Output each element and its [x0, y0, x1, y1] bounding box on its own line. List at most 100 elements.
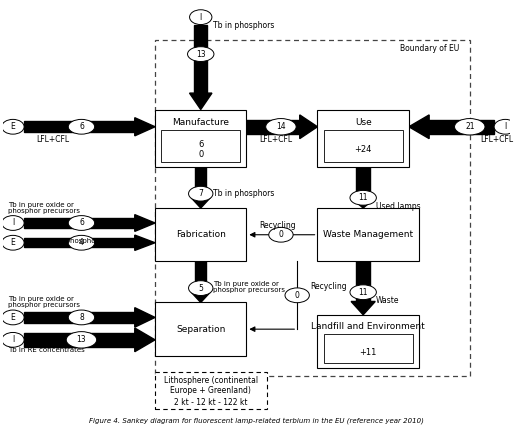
- Polygon shape: [135, 235, 155, 250]
- Ellipse shape: [455, 118, 485, 135]
- Text: Waste: Waste: [376, 296, 399, 305]
- Ellipse shape: [189, 10, 212, 25]
- Ellipse shape: [2, 119, 24, 134]
- Text: 6: 6: [79, 219, 84, 227]
- Polygon shape: [351, 302, 375, 315]
- Text: Tb in pure oxide or: Tb in pure oxide or: [8, 296, 74, 302]
- Text: Tb in phosphors: Tb in phosphors: [213, 21, 275, 30]
- Text: E: E: [10, 313, 15, 322]
- Text: E: E: [10, 238, 15, 247]
- Bar: [194, 26, 207, 93]
- Text: LFL+CFL: LFL+CFL: [480, 135, 513, 144]
- Ellipse shape: [68, 216, 94, 230]
- Polygon shape: [135, 118, 155, 136]
- Bar: [24, 121, 135, 132]
- Bar: [356, 167, 370, 198]
- Text: 2 kt - 12 kt - 122 kt: 2 kt - 12 kt - 122 kt: [174, 398, 247, 407]
- Text: Manufacture: Manufacture: [172, 118, 229, 127]
- Text: LFL+CFL: LFL+CFL: [259, 135, 292, 144]
- Text: 13: 13: [196, 49, 206, 59]
- Ellipse shape: [266, 118, 296, 135]
- Text: phosphor precursors: phosphor precursors: [213, 287, 286, 293]
- Bar: [195, 262, 206, 292]
- Text: Used lamps: Used lamps: [376, 202, 421, 211]
- Text: I: I: [504, 122, 506, 131]
- Polygon shape: [191, 198, 210, 208]
- Text: Tb in pure oxide or: Tb in pure oxide or: [213, 281, 279, 287]
- Bar: [155, 109, 246, 167]
- Text: 6: 6: [79, 122, 84, 131]
- Text: 0: 0: [295, 291, 300, 300]
- Bar: [155, 208, 246, 262]
- Text: 6
0: 6 0: [198, 140, 204, 159]
- Text: 11: 11: [359, 288, 368, 297]
- Ellipse shape: [2, 332, 24, 347]
- Polygon shape: [135, 215, 155, 231]
- Text: Tb in RE concentrates: Tb in RE concentrates: [8, 347, 85, 353]
- Ellipse shape: [350, 285, 376, 299]
- Ellipse shape: [2, 310, 24, 325]
- Ellipse shape: [66, 331, 97, 348]
- Text: 7: 7: [198, 189, 203, 198]
- Ellipse shape: [68, 310, 94, 325]
- Bar: [356, 262, 370, 302]
- Ellipse shape: [188, 186, 213, 201]
- Ellipse shape: [187, 47, 214, 61]
- Text: Fabrication: Fabrication: [176, 230, 226, 239]
- Polygon shape: [189, 93, 212, 109]
- Text: 13: 13: [77, 335, 86, 344]
- Ellipse shape: [350, 190, 376, 205]
- Polygon shape: [135, 328, 155, 352]
- Text: Lithosphere (continental
Europe + Greenland): Lithosphere (continental Europe + Greenl…: [164, 375, 258, 395]
- Bar: [317, 315, 419, 368]
- Bar: [24, 238, 135, 247]
- Text: 11: 11: [359, 193, 368, 202]
- Text: E: E: [10, 122, 15, 131]
- Polygon shape: [300, 115, 317, 138]
- Text: LFL+CFL: LFL+CFL: [36, 135, 69, 144]
- Text: 4: 4: [79, 238, 84, 247]
- Text: I: I: [199, 13, 202, 22]
- Text: Tb in phosphors: Tb in phosphors: [213, 189, 275, 198]
- Bar: [324, 130, 403, 162]
- Text: Figure 4. Sankey diagram for fluorescent lamp-related terbium in the EU (referen: Figure 4. Sankey diagram for fluorescent…: [89, 417, 424, 424]
- Ellipse shape: [285, 288, 310, 303]
- Text: phosphor precursors: phosphor precursors: [8, 302, 80, 308]
- Text: Recycling: Recycling: [259, 221, 296, 230]
- Bar: [155, 40, 470, 377]
- Text: I: I: [12, 219, 14, 227]
- Bar: [429, 120, 494, 134]
- Polygon shape: [409, 115, 429, 138]
- Text: I: I: [12, 335, 14, 344]
- Bar: [195, 167, 206, 198]
- Text: Tb in pure oxide or: Tb in pure oxide or: [8, 201, 74, 207]
- Text: 0: 0: [279, 230, 283, 239]
- Ellipse shape: [269, 227, 293, 242]
- Bar: [161, 130, 240, 162]
- Bar: [155, 302, 246, 356]
- Text: Tb in phosphors: Tb in phosphors: [46, 238, 102, 244]
- Polygon shape: [135, 308, 155, 327]
- Bar: [24, 312, 135, 323]
- Bar: [317, 109, 409, 167]
- Text: Separation: Separation: [176, 325, 226, 334]
- Bar: [317, 208, 419, 262]
- Text: phosphor precursors: phosphor precursors: [8, 208, 80, 214]
- Text: Boundary of EU: Boundary of EU: [400, 44, 459, 53]
- Text: Use: Use: [355, 118, 372, 127]
- Polygon shape: [191, 292, 210, 302]
- Polygon shape: [351, 198, 375, 208]
- Text: Waste Management: Waste Management: [323, 230, 413, 239]
- Ellipse shape: [494, 119, 516, 134]
- Bar: [24, 333, 135, 347]
- Ellipse shape: [2, 235, 24, 250]
- Text: +11: +11: [360, 348, 377, 357]
- Bar: [324, 334, 413, 363]
- Ellipse shape: [68, 119, 94, 134]
- Ellipse shape: [2, 216, 24, 230]
- Text: Landfill and Environment: Landfill and Environment: [311, 322, 425, 331]
- Text: 5: 5: [198, 284, 203, 293]
- Text: 14: 14: [276, 122, 286, 131]
- Text: 21: 21: [465, 122, 474, 131]
- Bar: [24, 218, 135, 228]
